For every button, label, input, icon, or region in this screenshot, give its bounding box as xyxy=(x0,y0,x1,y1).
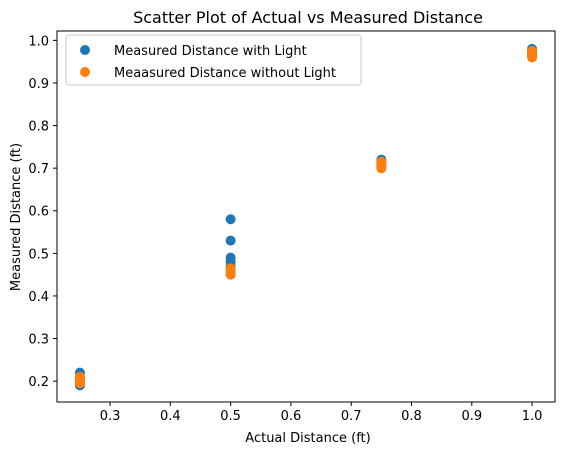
plot-frame xyxy=(56,30,556,403)
data-point-without-light xyxy=(225,263,236,274)
y-tick-label: 0.5 xyxy=(28,247,49,262)
y-tick-label: 0.7 xyxy=(28,162,49,177)
y-tick-label: 1.0 xyxy=(28,34,49,49)
x-tick-label: 0.3 xyxy=(100,409,121,424)
y-tick-label: 0.9 xyxy=(28,77,49,92)
data-point-without-light xyxy=(527,46,538,57)
legend-marker-without-light xyxy=(80,67,90,77)
y-tick-label: 0.8 xyxy=(28,120,49,135)
data-point-without-light xyxy=(74,378,85,389)
chart-title: Scatter Plot of Actual vs Measured Dista… xyxy=(133,8,483,27)
data-point-with-light xyxy=(225,214,236,225)
y-tick-label: 0.6 xyxy=(28,205,49,220)
data-point-without-light xyxy=(376,156,387,167)
y-axis-ticks: 0.2 0.3 0.4 0.5 0.6 0.7 0.8 0.9 1.0 xyxy=(28,34,57,390)
legend-label-without-light: Meaasured Distance without Light xyxy=(114,66,336,81)
x-tick-label: 1.0 xyxy=(522,409,543,424)
x-tick-label: 0.9 xyxy=(461,409,482,424)
x-axis-label: Actual Distance (ft) xyxy=(245,431,370,446)
legend-marker-with-light xyxy=(80,45,90,55)
legend-box xyxy=(65,34,362,86)
data-point-with-light xyxy=(225,235,236,246)
y-tick-label: 0.4 xyxy=(28,290,49,305)
plot-area xyxy=(56,30,556,403)
x-tick-label: 0.8 xyxy=(401,409,422,424)
x-axis-ticks: 0.3 0.4 0.5 0.6 0.7 0.8 0.9 1.0 xyxy=(100,402,543,424)
data-points xyxy=(74,43,538,391)
x-tick-label: 0.6 xyxy=(281,409,302,424)
legend-label-with-light: Measured Distance with Light xyxy=(114,44,307,59)
x-tick-label: 0.5 xyxy=(220,409,241,424)
legend: Measured Distance with Light Meaasured D… xyxy=(65,34,362,86)
y-axis-label: Measured Distance (ft) xyxy=(9,143,24,291)
y-tick-label: 0.3 xyxy=(28,333,49,348)
x-tick-label: 0.7 xyxy=(341,409,362,424)
y-tick-label: 0.2 xyxy=(28,375,49,390)
x-tick-label: 0.4 xyxy=(160,409,181,424)
